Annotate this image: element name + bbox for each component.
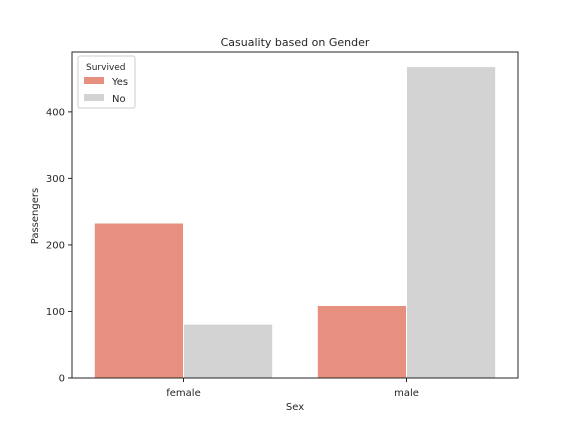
x-tick-label-male: male <box>394 388 419 399</box>
bar-yes-female <box>93 222 184 379</box>
y-axis-label: Passengers <box>30 188 41 244</box>
y-tick-label-0: 0 <box>59 374 65 385</box>
y-tick-label-400: 400 <box>46 107 65 118</box>
legend-label-yes: Yes <box>111 77 128 88</box>
y-tick-label-200: 200 <box>46 240 65 251</box>
x-axis-label: Sex <box>286 402 304 413</box>
bar-yes-male <box>316 304 407 379</box>
x-tick-label-female: female <box>166 388 200 399</box>
axes-layer: female male 0 100 200 300 400 <box>46 51 519 399</box>
legend: Survived Yes No <box>77 55 136 109</box>
bars-layer <box>93 66 497 379</box>
chart-title: Casuality based on Gender <box>221 36 370 49</box>
legend-swatch-no <box>84 94 104 101</box>
plot-frame <box>71 51 519 379</box>
y-tick-label-300: 300 <box>46 174 65 185</box>
y-tick-label-100: 100 <box>46 307 65 318</box>
bar-no-male <box>406 66 497 379</box>
legend-label-no: No <box>112 94 126 105</box>
bar-no-female <box>183 323 274 379</box>
legend-swatch-yes <box>84 77 104 84</box>
legend-title: Survived <box>86 63 126 73</box>
